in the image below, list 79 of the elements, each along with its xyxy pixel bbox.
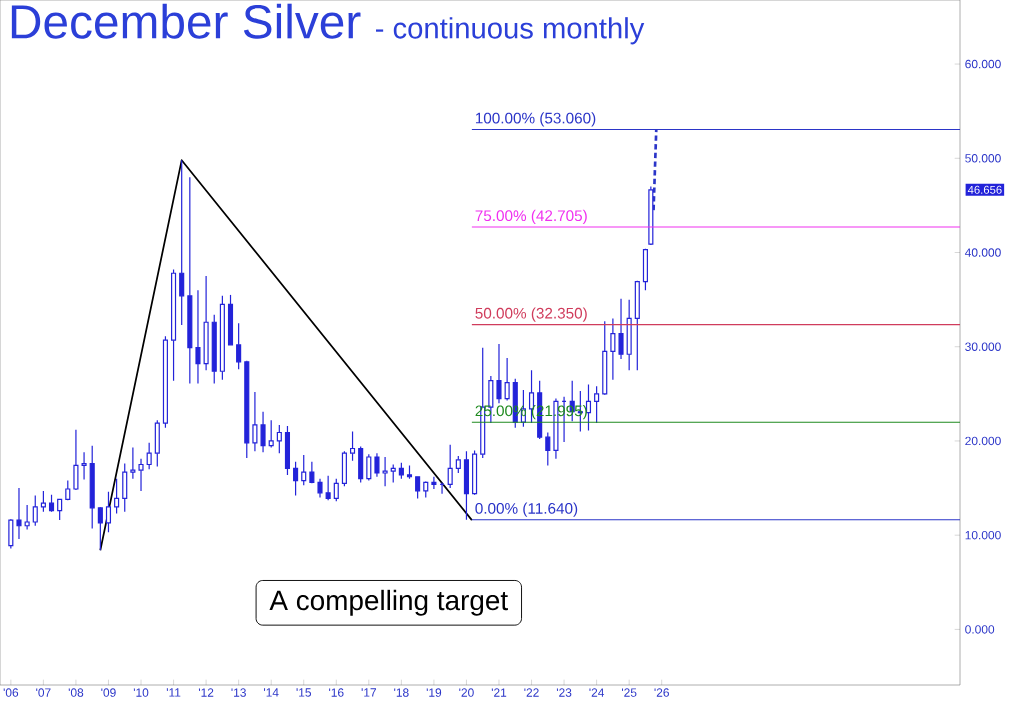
y-tick-label: 30.000 bbox=[965, 342, 1001, 351]
candlestick bbox=[130, 446, 136, 480]
candlestick bbox=[585, 383, 592, 432]
x-tick-label: '15 bbox=[296, 688, 312, 697]
y-tick-label: 40.000 bbox=[964, 248, 1001, 257]
candlestick bbox=[626, 299, 632, 371]
x-tick-label: '19 bbox=[426, 688, 442, 697]
candlestick bbox=[293, 461, 299, 497]
chart-title: December Silver bbox=[11, 3, 361, 39]
candlestick bbox=[602, 320, 608, 395]
candlestick bbox=[73, 429, 79, 490]
candlestick bbox=[187, 176, 193, 385]
x-tick-label: '08 bbox=[68, 688, 84, 697]
candlestick bbox=[610, 317, 616, 381]
candlestick bbox=[634, 281, 640, 371]
ref-line-label: 50.00% (32.350) bbox=[475, 307, 587, 322]
x-tick-label: '11 bbox=[166, 688, 181, 697]
text: - continuous monthly bbox=[376, 17, 645, 45]
x-tick-label: '26 bbox=[654, 688, 669, 697]
x-tick-label: '23 bbox=[556, 688, 572, 697]
candlestick bbox=[138, 458, 144, 492]
candlestick bbox=[114, 478, 120, 515]
candlestick bbox=[105, 491, 112, 533]
candlestick bbox=[179, 159, 185, 326]
candlestick bbox=[260, 411, 266, 453]
x-tick-label: '14 bbox=[264, 688, 279, 697]
candlestick bbox=[89, 445, 95, 530]
candlestick bbox=[374, 452, 380, 478]
x-tick-label: '09 bbox=[101, 688, 116, 697]
text: 46.656 bbox=[967, 185, 1002, 194]
x-tick-label: '13 bbox=[231, 688, 246, 697]
x-tick-label: '24 bbox=[589, 688, 605, 697]
annotation: A compelling target bbox=[269, 589, 508, 616]
x-tick-label: '17 bbox=[361, 688, 376, 697]
ref-line-label: 100.00% (53.060) bbox=[475, 112, 596, 127]
x-tick-label: '20 bbox=[459, 688, 474, 697]
candlestick bbox=[309, 461, 315, 484]
x-tick-label: '16 bbox=[329, 688, 344, 697]
candlestick bbox=[594, 385, 600, 424]
candlestick bbox=[252, 391, 258, 452]
candlestick bbox=[122, 462, 128, 513]
candlestick bbox=[496, 343, 502, 404]
x-tick-label: '06 bbox=[3, 688, 19, 697]
candlestick bbox=[382, 456, 388, 487]
candlestick bbox=[463, 450, 469, 521]
candlestick bbox=[81, 451, 87, 481]
x-tick-label: '22 bbox=[524, 688, 539, 697]
ref-line-label: 75.00% (42.705) bbox=[475, 209, 587, 225]
x-tick-label: '10 bbox=[133, 688, 149, 697]
candlestick bbox=[301, 454, 307, 486]
candlestick bbox=[325, 475, 331, 501]
candlestick bbox=[16, 487, 22, 540]
candlestick bbox=[195, 289, 201, 385]
candlestick bbox=[618, 298, 624, 360]
y-tick-label: 20.000 bbox=[965, 436, 1001, 446]
candlestick bbox=[431, 476, 437, 490]
y-tick-label: 60.000 bbox=[965, 59, 1001, 69]
candlestick bbox=[276, 424, 282, 454]
y-tick-label: 0.000 bbox=[965, 625, 995, 634]
x-tick-label: '12 bbox=[198, 688, 214, 697]
candlestick bbox=[211, 314, 217, 385]
candlestick bbox=[203, 275, 209, 371]
candlestick bbox=[268, 419, 274, 449]
candlestick bbox=[545, 431, 551, 467]
y-tick-label: 10.000 bbox=[965, 530, 1001, 540]
candlestick bbox=[349, 430, 356, 462]
candlestick bbox=[236, 322, 242, 370]
candlestick bbox=[97, 507, 103, 551]
y-tick-label: 50.000 bbox=[965, 154, 1001, 163]
candlestick bbox=[171, 268, 177, 382]
x-tick-label: '25 bbox=[621, 688, 637, 697]
candlestick bbox=[504, 357, 510, 402]
candlestick bbox=[447, 444, 453, 489]
candlestick bbox=[24, 504, 30, 531]
candlestick bbox=[317, 478, 323, 499]
x-tick-label: '21 bbox=[491, 688, 507, 697]
x-tick-label: '07 bbox=[36, 688, 51, 697]
ref-line-label: 0.00% (11.640) bbox=[475, 502, 578, 517]
x-tick-label: '18 bbox=[394, 688, 409, 697]
